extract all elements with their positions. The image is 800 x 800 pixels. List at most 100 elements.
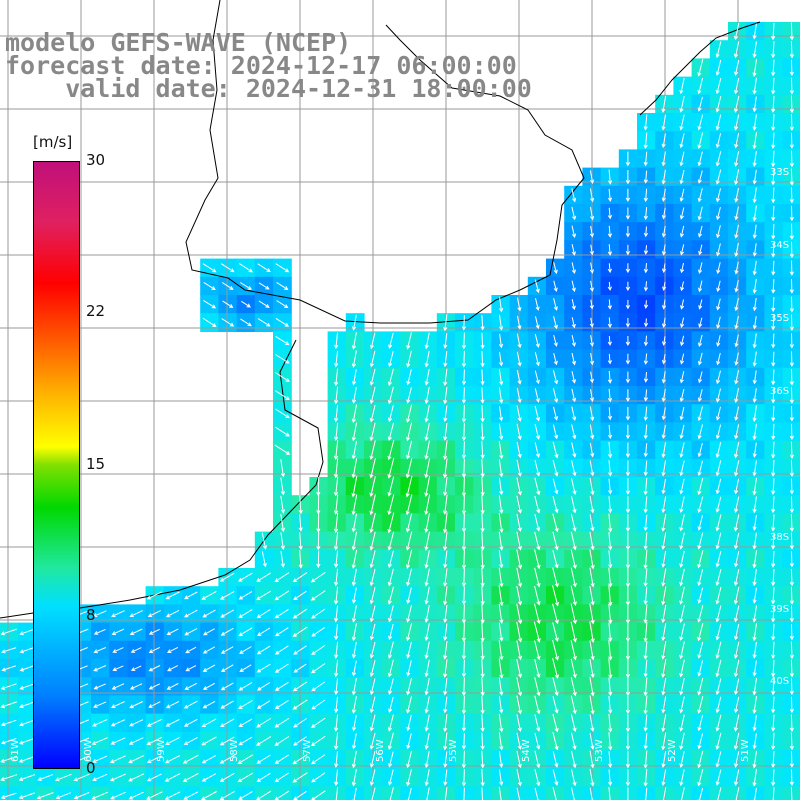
wind-arrow	[499, 406, 504, 422]
wind-arrow	[698, 244, 703, 256]
wind-arrow	[643, 733, 648, 750]
wind-arrow	[789, 532, 794, 550]
wind-arrow	[733, 659, 740, 678]
colorbar-tick-30: 30	[86, 151, 106, 169]
wind-arrow	[771, 279, 776, 294]
wind-arrow	[534, 531, 541, 551]
wind-arrow	[19, 628, 35, 636]
wind-arrow	[351, 314, 357, 331]
wind-arrow	[608, 603, 613, 625]
wind-arrow	[734, 769, 740, 787]
wind-arrow	[387, 494, 395, 516]
wind-arrow	[274, 590, 290, 601]
wind-arrow	[789, 441, 794, 459]
wind-arrow	[443, 314, 448, 332]
wind-arrow	[771, 297, 776, 313]
wind-arrow	[661, 678, 667, 696]
wind-arrow	[334, 332, 339, 350]
wind-arrow	[406, 605, 412, 623]
wind-arrow	[461, 404, 467, 423]
wind-arrow	[534, 405, 541, 422]
latitude-label: 38S	[770, 532, 789, 543]
wind-arrow	[661, 568, 667, 587]
wind-arrow	[643, 318, 649, 328]
wind-arrow	[498, 333, 504, 349]
wind-arrow	[789, 478, 794, 495]
wind-arrow	[18, 774, 36, 781]
wind-arrow	[679, 623, 685, 641]
wind-arrow	[280, 459, 286, 478]
wind-arrow	[424, 769, 430, 787]
wind-arrow	[679, 442, 685, 458]
wind-arrow	[333, 422, 339, 442]
wind-arrow	[333, 512, 339, 534]
wind-arrow	[752, 23, 757, 40]
latitude-label: 40S	[770, 676, 789, 687]
wind-arrow	[298, 495, 303, 515]
wind-arrow	[424, 512, 430, 534]
wind-arrow	[752, 150, 757, 168]
wind-arrow	[18, 737, 35, 745]
wind-arrow	[698, 262, 703, 275]
wind-arrow	[516, 750, 522, 769]
wind-arrow	[351, 733, 357, 750]
wind-arrow	[789, 659, 794, 678]
wind-arrow	[424, 568, 430, 587]
wind-arrow	[589, 659, 595, 679]
wind-arrow	[461, 677, 467, 697]
wind-arrow	[443, 769, 448, 787]
wind-arrow	[164, 791, 181, 800]
wind-arrow	[697, 334, 703, 347]
wind-arrow	[275, 408, 290, 419]
wind-arrow	[679, 751, 685, 768]
wind-arrow	[608, 658, 613, 679]
wind-arrow	[274, 699, 289, 710]
wind-arrow	[351, 568, 357, 587]
wind-arrow	[274, 645, 289, 655]
wind-arrow	[734, 280, 739, 293]
wind-arrow	[256, 772, 271, 782]
wind-arrow	[715, 59, 722, 77]
wind-arrow	[679, 514, 685, 532]
wind-arrow	[201, 590, 217, 600]
wind-arrow	[625, 371, 631, 384]
wind-arrow	[789, 551, 794, 568]
wind-arrow	[110, 791, 126, 800]
wind-arrow	[697, 460, 703, 477]
wind-arrow	[752, 41, 757, 59]
wind-arrow	[311, 772, 326, 783]
wind-arrow	[734, 169, 740, 186]
wind-arrow	[589, 514, 595, 532]
wind-arrow	[461, 531, 467, 551]
wind-arrow	[715, 532, 722, 550]
wind-arrow	[534, 787, 541, 800]
wind-arrow	[715, 77, 722, 95]
wind-arrow	[499, 296, 504, 313]
wind-arrow	[182, 772, 199, 782]
wind-arrow	[351, 549, 358, 569]
wind-arrow	[424, 387, 430, 405]
wind-arrow	[461, 768, 467, 787]
wind-arrow	[237, 772, 254, 783]
wind-arrow	[276, 300, 289, 309]
wind-arrow	[661, 263, 667, 274]
wind-arrow	[498, 732, 504, 751]
wind-arrow	[351, 494, 358, 516]
wind-arrow	[311, 644, 326, 656]
wind-arrow	[310, 590, 326, 601]
wind-arrow	[643, 768, 648, 787]
wind-arrow	[534, 750, 541, 769]
wind-arrow	[424, 678, 430, 696]
wind-arrow	[93, 683, 106, 690]
wind-arrow	[607, 281, 612, 291]
wind-arrow	[109, 755, 126, 764]
wind-arrow	[533, 621, 541, 643]
wind-arrow	[516, 531, 523, 551]
wind-arrow	[680, 787, 685, 800]
wind-arrow	[92, 719, 108, 727]
wind-arrow	[552, 696, 559, 714]
wind-arrow	[461, 387, 467, 404]
wind-arrow	[461, 314, 467, 331]
wind-arrow	[480, 423, 485, 441]
wind-arrow	[697, 695, 704, 714]
